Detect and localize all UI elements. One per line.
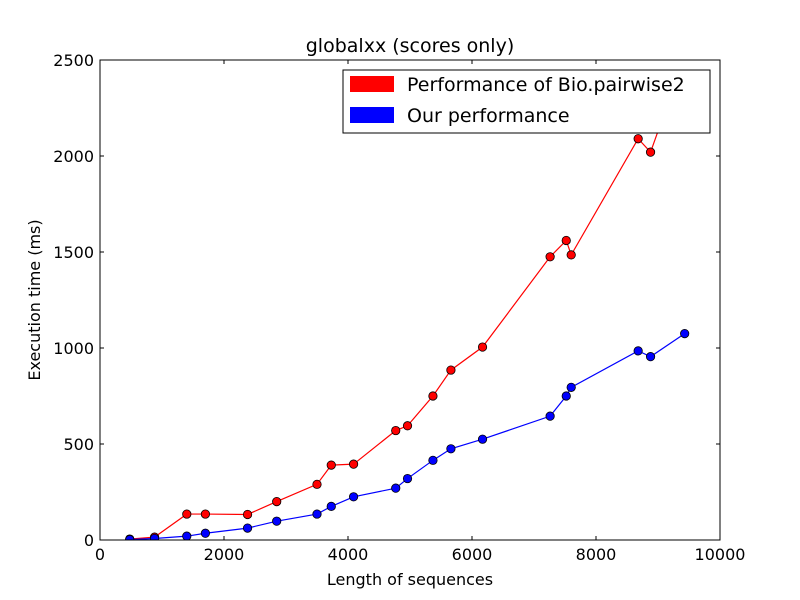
data-point: [566, 250, 576, 260]
data-point: [428, 455, 438, 465]
data-point: [326, 460, 336, 470]
data-point: [272, 496, 282, 507]
data-point: [633, 134, 643, 144]
data-point: [348, 492, 359, 502]
data-point: [200, 528, 210, 538]
data-point: [561, 235, 571, 246]
data-point: [477, 434, 488, 444]
series-line-1: [129, 333, 685, 540]
legend: Performance of Bio.pairwise2 Our perform…: [342, 69, 711, 134]
y-axis-label: Execution time (ms): [25, 219, 44, 380]
data-point: [348, 459, 359, 469]
legend-box: [342, 69, 711, 134]
legend-swatch-our-performance: [350, 107, 394, 123]
y-tick-label: 2500: [53, 51, 94, 70]
data-point: [391, 425, 401, 436]
y-tick-label: 1000: [53, 339, 94, 358]
data-point: [402, 421, 413, 431]
x-tick-label: 2000: [204, 545, 245, 564]
x-tick-label: 10000: [695, 545, 746, 564]
data-point: [428, 391, 438, 401]
data-point: [645, 352, 656, 362]
y-tick-label: 2000: [53, 147, 94, 166]
y-tick-label: 500: [63, 435, 94, 454]
data-point: [566, 382, 576, 392]
axes: 0 2000 4000 6000 8000 10000 0 500 1000 1500 2000 25…: [53, 51, 745, 564]
legend-label-bio-pairwise2: Performance of Bio.pairwise2: [407, 74, 685, 96]
data-point: [402, 473, 413, 484]
data-point: [446, 444, 456, 454]
data-point: [200, 509, 210, 519]
plot-area: [125, 109, 690, 540]
data-point: [477, 342, 488, 352]
data-point: [312, 509, 322, 519]
legend-label-our-performance: Our performance: [407, 105, 570, 127]
x-tick-label: 6000: [452, 545, 493, 564]
data-point: [545, 411, 555, 421]
y-tick-label: 0: [84, 531, 94, 550]
chart-title: globalxx (scores only): [306, 35, 514, 57]
data-point: [242, 509, 253, 520]
data-point: [242, 523, 253, 533]
data-point: [182, 509, 192, 519]
data-point: [446, 365, 456, 375]
data-point: [182, 531, 192, 540]
plot-frame: [99, 59, 721, 541]
data-point: [149, 533, 160, 540]
data-point: [326, 501, 336, 511]
data-point: [680, 328, 690, 339]
y-tick-label: 1500: [53, 243, 94, 262]
x-tick-label: 8000: [576, 545, 617, 564]
x-axis-label: Length of sequences: [327, 570, 493, 589]
data-point: [272, 516, 282, 526]
data-point: [391, 483, 401, 493]
legend-swatch-bio-pairwise2: [350, 76, 394, 92]
data-point: [545, 252, 555, 262]
x-tick-label: 0: [95, 545, 105, 564]
data-point: [645, 147, 656, 157]
data-point: [312, 479, 322, 489]
series-line-0: [129, 113, 665, 540]
data-point: [633, 346, 643, 356]
data-point: [561, 391, 571, 401]
x-tick-label: 4000: [328, 545, 369, 564]
